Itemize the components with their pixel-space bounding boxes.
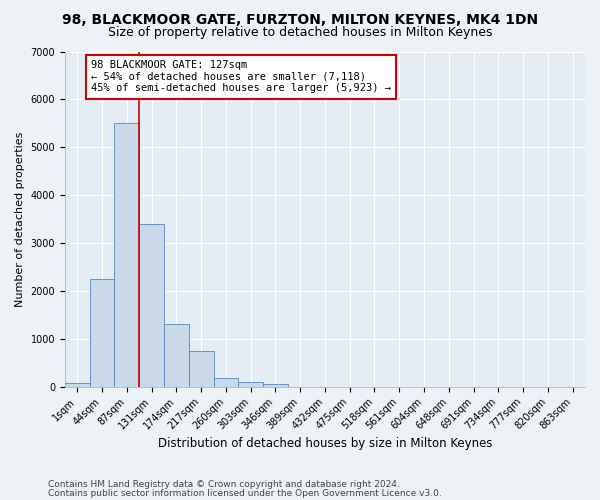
Bar: [164, 324, 189, 386]
Bar: [115, 124, 139, 386]
Bar: [214, 378, 238, 386]
Bar: [89, 279, 115, 386]
Text: 98, BLACKMOOR GATE, FURZTON, MILTON KEYNES, MK4 1DN: 98, BLACKMOOR GATE, FURZTON, MILTON KEYN…: [62, 12, 538, 26]
Bar: [263, 384, 288, 386]
Bar: [65, 384, 89, 386]
Bar: [139, 224, 164, 386]
Bar: [189, 351, 214, 386]
Y-axis label: Number of detached properties: Number of detached properties: [15, 132, 25, 307]
Text: 98 BLACKMOOR GATE: 127sqm
← 54% of detached houses are smaller (7,118)
45% of se: 98 BLACKMOOR GATE: 127sqm ← 54% of detac…: [91, 60, 391, 94]
Bar: [238, 382, 263, 386]
Text: Contains HM Land Registry data © Crown copyright and database right 2024.: Contains HM Land Registry data © Crown c…: [48, 480, 400, 489]
Text: Size of property relative to detached houses in Milton Keynes: Size of property relative to detached ho…: [108, 26, 492, 39]
X-axis label: Distribution of detached houses by size in Milton Keynes: Distribution of detached houses by size …: [158, 437, 492, 450]
Text: Contains public sector information licensed under the Open Government Licence v3: Contains public sector information licen…: [48, 488, 442, 498]
